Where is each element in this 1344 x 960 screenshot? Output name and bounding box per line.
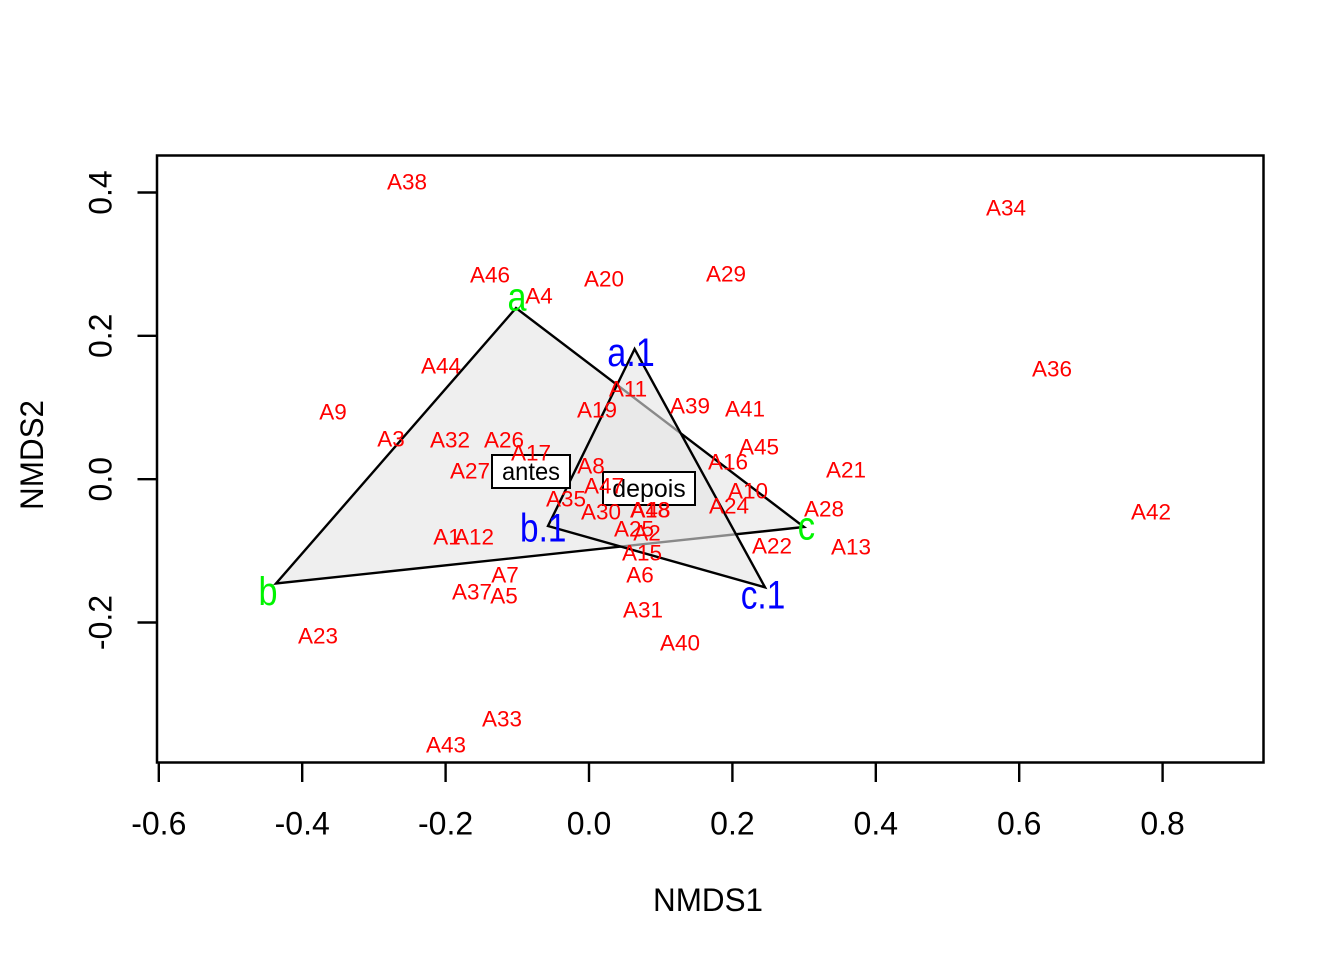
svg-text:A19: A19	[577, 398, 617, 423]
svg-text:A42: A42	[1131, 500, 1171, 525]
svg-text:0.4: 0.4	[82, 170, 118, 214]
svg-text:A12: A12	[454, 525, 494, 550]
svg-text:A18: A18	[630, 498, 670, 523]
svg-text:A11: A11	[609, 377, 647, 402]
svg-text:A9: A9	[319, 400, 347, 425]
svg-text:A47: A47	[584, 474, 624, 499]
svg-text:-0.4: -0.4	[275, 806, 330, 842]
svg-text:A8: A8	[577, 454, 605, 479]
svg-text:0.0: 0.0	[567, 806, 611, 842]
svg-text:A44: A44	[421, 354, 461, 379]
svg-text:-0.2: -0.2	[418, 806, 473, 842]
svg-text:A45: A45	[739, 435, 779, 460]
svg-text:A36: A36	[1032, 357, 1072, 382]
svg-text:A20: A20	[584, 267, 624, 292]
svg-text:A15: A15	[622, 541, 662, 566]
svg-text:c: c	[798, 505, 816, 549]
svg-text:A41: A41	[725, 397, 765, 422]
svg-text:a.1: a.1	[607, 331, 655, 375]
svg-text:A39: A39	[670, 394, 710, 419]
svg-text:A28: A28	[804, 497, 844, 522]
svg-text:A3: A3	[377, 427, 405, 452]
svg-text:c.1: c.1	[741, 574, 786, 618]
svg-text:A1: A1	[433, 525, 461, 550]
svg-text:A10: A10	[728, 479, 768, 504]
svg-text:0.0: 0.0	[82, 457, 118, 501]
svg-text:A27: A27	[450, 459, 490, 484]
svg-text:A43: A43	[426, 733, 466, 758]
svg-text:A22: A22	[752, 534, 792, 559]
svg-text:A33: A33	[482, 707, 522, 732]
svg-text:A4: A4	[525, 284, 553, 309]
svg-text:A6: A6	[626, 563, 654, 588]
svg-text:0.4: 0.4	[854, 806, 898, 842]
svg-text:0.6: 0.6	[997, 806, 1041, 842]
svg-text:A23: A23	[298, 624, 338, 649]
svg-text:A7: A7	[491, 563, 519, 588]
svg-text:-0.6: -0.6	[131, 806, 186, 842]
svg-text:b: b	[259, 570, 278, 614]
svg-text:A24: A24	[709, 494, 749, 519]
svg-text:A32: A32	[430, 428, 470, 453]
svg-text:b.1: b.1	[520, 506, 566, 550]
svg-text:A35: A35	[546, 487, 586, 512]
svg-text:0.2: 0.2	[710, 806, 754, 842]
svg-text:A5: A5	[490, 584, 518, 609]
svg-text:A25: A25	[614, 517, 654, 542]
svg-text:NMDS1: NMDS1	[653, 882, 763, 918]
svg-text:0.8: 0.8	[1140, 806, 1184, 842]
svg-text:A48: A48	[630, 498, 670, 523]
svg-text:antes: antes	[502, 458, 560, 486]
svg-text:A2: A2	[633, 521, 661, 546]
svg-text:0.2: 0.2	[82, 314, 118, 358]
svg-text:A17: A17	[511, 441, 551, 466]
svg-text:a: a	[508, 276, 528, 320]
svg-text:A30: A30	[581, 500, 621, 525]
svg-text:A37: A37	[452, 580, 492, 605]
svg-text:-0.2: -0.2	[82, 595, 118, 650]
svg-text:A40: A40	[660, 631, 700, 656]
svg-text:A34: A34	[986, 196, 1026, 221]
svg-text:A16: A16	[708, 450, 748, 475]
svg-text:depois: depois	[612, 475, 686, 503]
svg-text:A29: A29	[706, 262, 746, 287]
svg-text:NMDS2: NMDS2	[14, 400, 50, 510]
svg-text:A13: A13	[831, 535, 871, 560]
svg-text:A46: A46	[470, 263, 510, 288]
svg-text:A26: A26	[484, 428, 524, 453]
svg-text:A21: A21	[826, 458, 866, 483]
svg-text:A31: A31	[623, 598, 663, 623]
svg-text:A38: A38	[387, 170, 427, 195]
